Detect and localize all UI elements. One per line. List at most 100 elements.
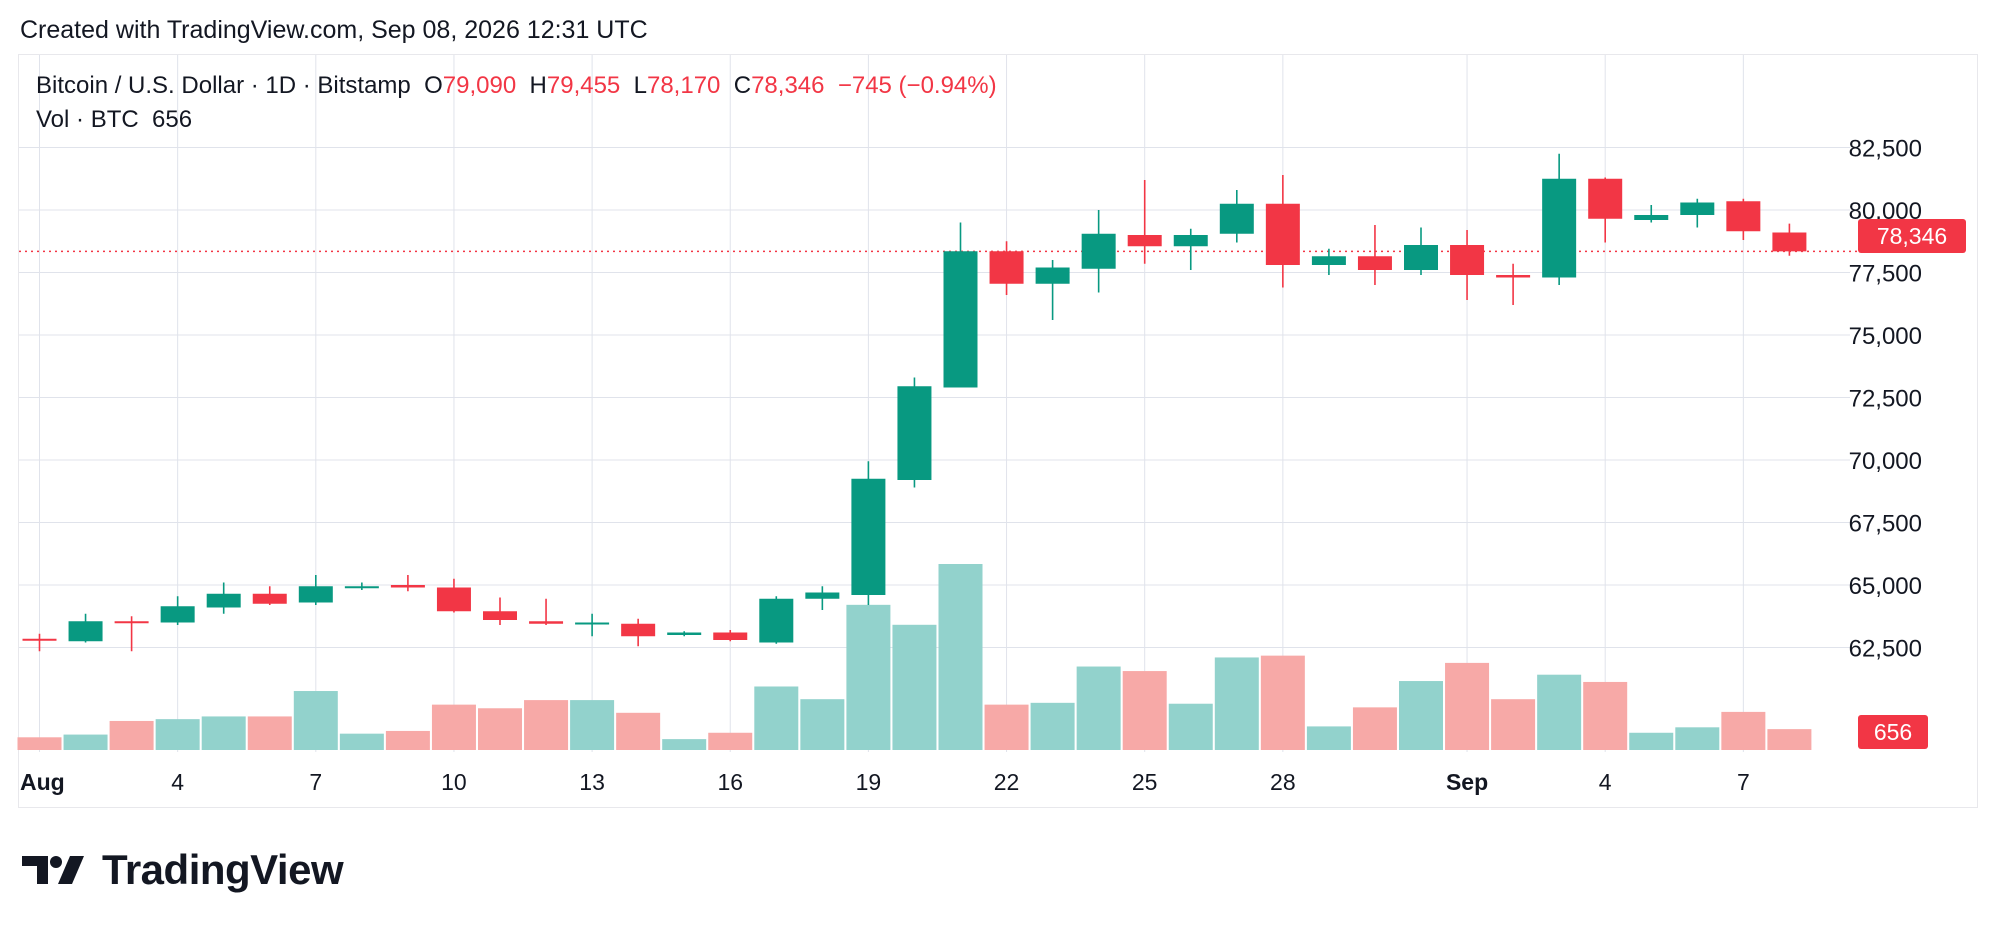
candle-body [759, 598, 794, 643]
tradingview-logo[interactable]: TradingView [22, 846, 344, 894]
ohlc-legend: Bitcoin / U.S. Dollar · 1D · Bitstamp O7… [36, 72, 997, 100]
time-tick-label: Sep [1446, 769, 1488, 795]
time-tick-label: 19 [856, 769, 882, 795]
candle-body [436, 587, 471, 612]
time-tick-label: 7 [309, 769, 322, 795]
volume-bar [1721, 711, 1766, 750]
chart-panel[interactable] [18, 54, 1978, 808]
candle-body [667, 632, 702, 635]
volume-bar [247, 716, 292, 750]
volume-bar [984, 704, 1029, 750]
time-tick-label: 16 [717, 769, 743, 795]
candle-body [1450, 245, 1485, 275]
volume-bar [1629, 732, 1674, 750]
open-value: 79,090 [442, 72, 517, 99]
candle-body [114, 621, 149, 624]
high-value: 79,455 [546, 72, 621, 99]
volume-bar [478, 708, 522, 750]
time-axis[interactable]: Aug 4 7 10 13 16 19 22 25 28 Sep 4 7 [20, 769, 1750, 795]
close-label: C [733, 72, 752, 99]
candle-body [621, 623, 656, 637]
volume-bar [1122, 671, 1167, 750]
candle-body [68, 621, 103, 642]
candle-body [713, 632, 748, 640]
volume-bar [1260, 655, 1305, 750]
tradingview-logo-icon [22, 856, 84, 884]
time-tick-label: 25 [1132, 769, 1158, 795]
created-with-text: Created with TradingView.com, Sep 08, 20… [20, 16, 648, 44]
candle-body [1311, 256, 1346, 265]
volume-bar [201, 716, 246, 750]
candle-body [805, 592, 840, 599]
volume-badge-bg [1858, 715, 1928, 749]
volume-bar [1168, 703, 1213, 750]
volume-badge: 656 [1874, 719, 1912, 745]
candle-body [1496, 275, 1531, 278]
price-tick-label: 77,500 [1849, 261, 1922, 288]
candle-body [390, 585, 425, 588]
candle-body [1680, 202, 1715, 215]
time-tick-label: 10 [441, 769, 467, 795]
time-tick-label: 4 [171, 769, 184, 795]
candles [22, 153, 1807, 652]
price-tick-label: 75,000 [1849, 323, 1922, 350]
symbol-label[interactable]: Bitcoin / U.S. Dollar · 1D · Bitstamp [36, 72, 411, 99]
candle-body [1265, 203, 1300, 265]
volume-bar [17, 737, 62, 750]
candle-body [1219, 203, 1254, 234]
candle-body [989, 251, 1024, 284]
time-tick-label: Aug [20, 769, 65, 795]
volume-bar [708, 732, 753, 750]
volume-label[interactable]: Vol · BTC [36, 106, 139, 133]
volume-bars [17, 564, 1812, 750]
candle-body [575, 622, 610, 625]
volume-bar [846, 604, 891, 750]
volume-bar [155, 719, 200, 750]
time-tick-label: 7 [1737, 769, 1750, 795]
volume-bar [339, 733, 384, 750]
volume-bar [892, 624, 937, 750]
candle-body [1173, 235, 1208, 247]
volume-bar [1537, 674, 1582, 750]
volume-bar [524, 700, 569, 750]
volume-bar [1030, 702, 1075, 750]
candle-body [298, 586, 333, 603]
volume-bar [109, 720, 154, 750]
volume-bar [1583, 681, 1628, 750]
volume-bar [1352, 707, 1397, 750]
volume-bar [385, 730, 430, 750]
time-tick-label: 28 [1270, 769, 1296, 795]
candle-body [483, 611, 517, 620]
time-tick-label: 13 [579, 769, 605, 795]
volume-bar [1076, 666, 1121, 750]
grid-lines [19, 55, 1850, 752]
price-tick-label: 67,500 [1849, 511, 1922, 538]
candle-body [22, 638, 57, 641]
tradingview-brand-text: TradingView [102, 846, 344, 893]
high-label: H [529, 72, 547, 99]
close-value: 78,346 [751, 72, 825, 99]
volume-bar [63, 734, 108, 750]
volume-bar [431, 704, 476, 750]
candle-body [1081, 233, 1116, 269]
candle-body [1035, 267, 1070, 284]
last-price-badge-bg [1858, 219, 1966, 253]
change-value: −745 (−0.94%) [837, 72, 997, 99]
volume-bar [1214, 657, 1259, 750]
open-label: O [424, 72, 443, 99]
volume-bar [1767, 729, 1812, 750]
price-tick-label: 65,000 [1849, 573, 1922, 600]
candle-body [1726, 201, 1761, 232]
volume-bar [616, 712, 661, 750]
price-axis[interactable]: 82,50080,00077,50075,00072,50070,00067,5… [1849, 136, 1922, 663]
volume-legend: Vol · BTC 656 [36, 106, 192, 134]
candle-body [160, 606, 195, 623]
candle-body [897, 386, 932, 480]
price-tick-label: 70,000 [1849, 448, 1922, 475]
volume-bar [754, 686, 799, 750]
volume-bar [938, 564, 983, 750]
candle-body [1588, 178, 1623, 219]
price-tick-label: 72,500 [1849, 386, 1922, 413]
candle-body [1542, 178, 1577, 278]
